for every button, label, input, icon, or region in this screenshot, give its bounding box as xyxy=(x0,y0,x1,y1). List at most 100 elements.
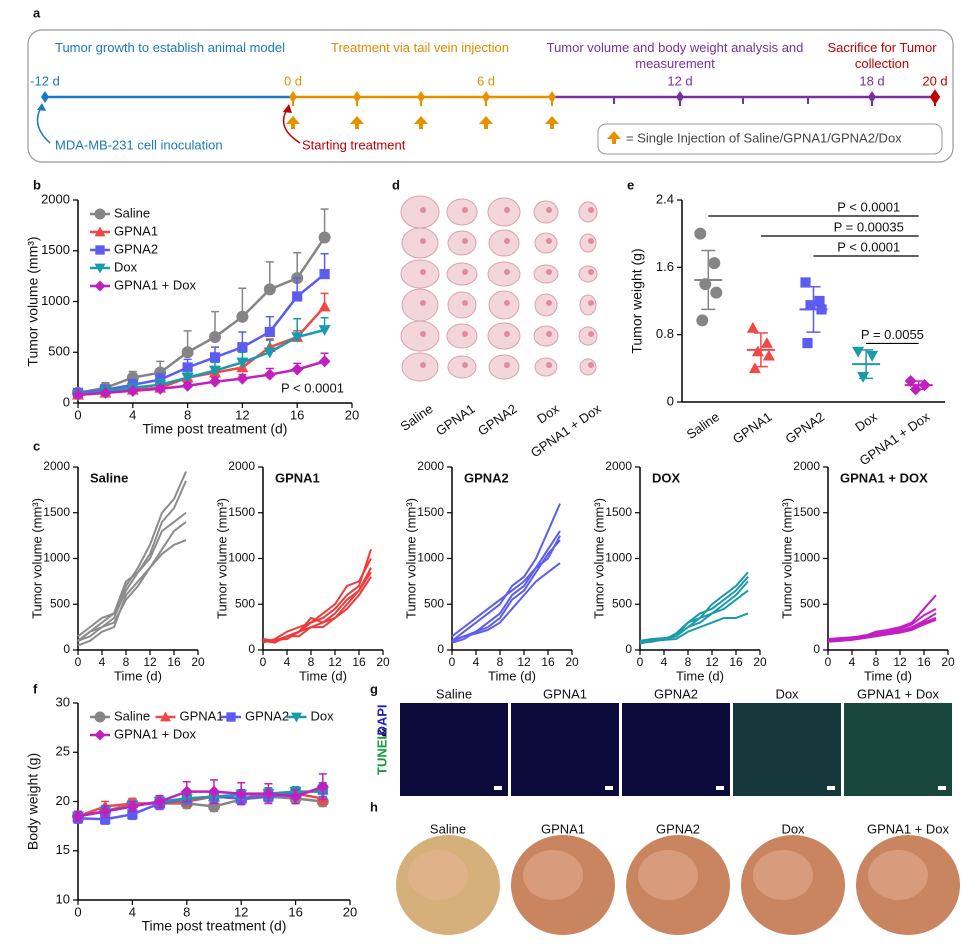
data-point xyxy=(126,384,139,397)
legend-label: GPNA2 xyxy=(114,241,158,256)
data-point xyxy=(236,372,249,385)
data-point xyxy=(182,362,193,373)
tumor xyxy=(400,195,440,229)
panel-letter: f xyxy=(33,681,38,696)
day-label: 12 d xyxy=(667,73,692,88)
panel-letter: a xyxy=(33,5,41,20)
comparison-label: P = 0.0055 xyxy=(861,327,924,342)
x-tick-label: 16 xyxy=(541,655,555,669)
panel-letter: b xyxy=(33,177,41,192)
data-point xyxy=(319,268,330,280)
tumor-spot xyxy=(588,300,594,306)
data-point xyxy=(802,337,813,349)
tumor-spot xyxy=(462,238,468,244)
y-tick-label: 0 xyxy=(667,393,674,408)
tumor-spot xyxy=(420,300,426,306)
day-label: 6 d xyxy=(477,73,495,88)
data-point xyxy=(209,375,221,388)
data-point xyxy=(866,350,879,362)
tumor-label: GPNA2 xyxy=(475,401,520,439)
y-axis-label: Body weight (g) xyxy=(25,753,41,850)
series-line xyxy=(262,576,372,643)
tunel-image xyxy=(844,703,952,796)
panel-letter: h xyxy=(370,799,378,814)
tumor xyxy=(579,294,597,316)
y-axis-label: Tumor volume (mm³) xyxy=(29,498,44,619)
y-tick-label: 500 xyxy=(800,596,820,610)
data-point xyxy=(814,295,825,307)
scale-bar xyxy=(494,786,502,790)
tumor-spot xyxy=(546,331,552,337)
data-point xyxy=(746,321,759,333)
y-tick-label: 0 xyxy=(63,642,70,656)
legend-box xyxy=(597,123,943,155)
tumor xyxy=(578,201,598,223)
data-point xyxy=(153,795,166,808)
liver-highlight xyxy=(868,850,928,900)
legend-marker xyxy=(94,263,106,274)
x-tick-label: 4 xyxy=(849,655,856,669)
x-axis-label: Time (d) xyxy=(864,668,912,683)
series-line xyxy=(262,567,372,644)
data-point xyxy=(236,310,249,323)
data-point xyxy=(262,787,275,800)
data-point xyxy=(291,332,304,344)
x-tick-label: 0 xyxy=(74,904,81,919)
tunel-signal xyxy=(844,703,952,796)
x-tick-label: 12 xyxy=(328,655,342,669)
tunel-image xyxy=(511,703,619,796)
series-line xyxy=(639,612,749,645)
tumor-spot xyxy=(462,362,468,368)
legend-label: GPNA1 + Dox xyxy=(114,726,197,741)
legend-arrow xyxy=(607,131,621,144)
y-tick-label: 0 xyxy=(248,642,255,656)
x-tick-label: 20 xyxy=(343,904,357,919)
y-tick-label: 2.4 xyxy=(656,191,674,206)
tumor xyxy=(487,322,521,350)
x-tick-label: 20 xyxy=(345,407,359,422)
data-point xyxy=(209,352,221,363)
x-tick-label: 12 xyxy=(143,655,157,669)
y-tick-label: 2000 xyxy=(41,191,70,206)
series-line xyxy=(827,618,937,643)
tumor-spot xyxy=(420,362,426,368)
y-tick-label: 1500 xyxy=(417,505,444,519)
legend-label: GPNA1 xyxy=(114,223,158,238)
panel-letter: e xyxy=(627,177,634,192)
tumor-label: Saline xyxy=(397,401,435,434)
x-axis-label: Time post treatment (d) xyxy=(142,918,287,934)
y-axis-label: Tumor volume (mm³) xyxy=(214,498,229,619)
liver-highlight xyxy=(638,850,698,900)
liver-highlight xyxy=(408,850,468,900)
stain-label: DAPI xyxy=(374,704,389,735)
tumor-spot xyxy=(504,207,510,213)
tumor xyxy=(579,358,597,376)
data-point xyxy=(236,357,249,369)
tumor xyxy=(488,229,520,257)
x-axis-label: Time (d) xyxy=(676,668,724,683)
x-tick-label: 4 xyxy=(129,904,136,919)
chart-title: GPNA2 xyxy=(464,470,509,485)
chart-title: GPNA1 + DOX xyxy=(840,470,928,485)
y-tick-label: 0.8 xyxy=(656,326,674,341)
tunel-label: Saline xyxy=(436,686,472,701)
data-point xyxy=(263,368,276,381)
timeline-ticks xyxy=(41,89,941,106)
tumor-spot xyxy=(588,362,594,368)
tumor-spot xyxy=(546,238,552,244)
tunel-label: GPNA2 xyxy=(654,686,698,701)
y-tick-label: 10 xyxy=(56,891,70,906)
x-tick-label: 8 xyxy=(873,655,880,669)
day-label: -12 d xyxy=(30,73,60,88)
y-tick-label: 1500 xyxy=(228,505,255,519)
x-tick-label: 4 xyxy=(99,655,106,669)
series-line xyxy=(77,236,326,395)
y-tick-label: 500 xyxy=(612,596,632,610)
y-tick-label: 1000 xyxy=(228,551,255,565)
tunel-image xyxy=(400,703,508,796)
day-label: 18 d xyxy=(859,73,884,88)
y-tick-label: 0 xyxy=(63,394,70,409)
injection-legend: = Single Injection of Saline/GPNA1/GPNA2… xyxy=(626,130,902,145)
